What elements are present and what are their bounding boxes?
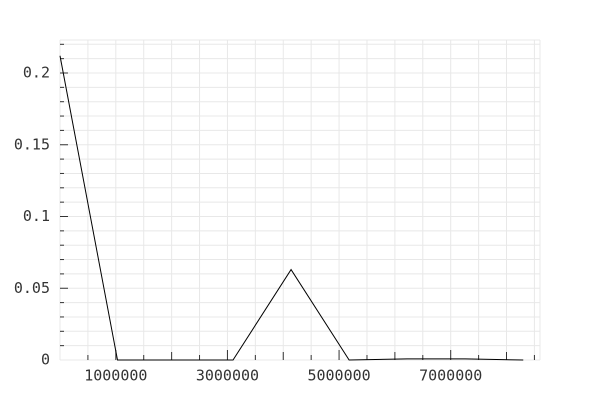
x-tick-label: 7000000 <box>419 367 482 385</box>
x-tick-label: 5000000 <box>307 367 370 385</box>
y-tick-label: 0.15 <box>14 135 50 153</box>
series-group <box>59 55 524 361</box>
x-axis-tick-labels: 1000000 3000000 5000000 7000000 <box>84 367 482 385</box>
x-tick-label: 1000000 <box>84 367 147 385</box>
x-tick-label: 3000000 <box>196 367 259 385</box>
grid <box>59 39 541 361</box>
y-axis-ticks <box>60 43 68 347</box>
y-tick-label: 0.05 <box>14 279 50 297</box>
y-tick-label: 0 <box>41 351 50 369</box>
series-line <box>59 55 524 361</box>
y-tick-label: 0.1 <box>23 207 50 225</box>
y-tick-label: 0.2 <box>23 64 50 82</box>
y-axis-tick-labels: 0 0.05 0.1 0.15 0.2 <box>14 64 50 369</box>
